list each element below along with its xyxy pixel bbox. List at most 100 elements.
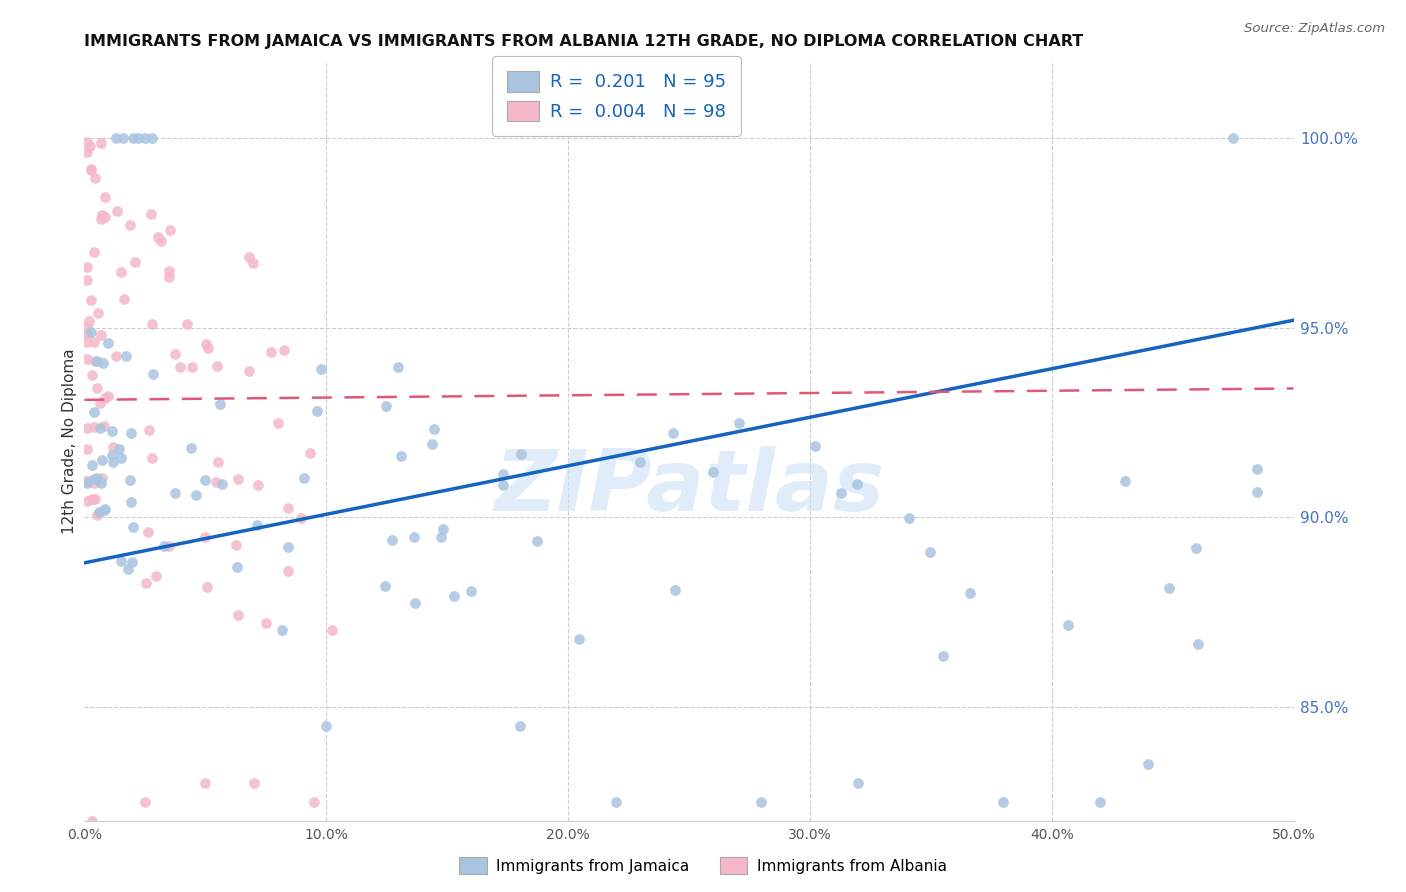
Point [194,530,217,544]
Point [1056,618,1078,632]
Point [86,306,108,320]
Point [94,502,117,516]
Point [1246,485,1268,500]
Point [305,404,328,418]
Point [430,530,453,544]
Point [79,138,101,153]
Point [315,719,337,733]
Point [526,534,548,549]
Point [80,814,103,828]
Point [91,453,114,467]
Point [492,467,515,481]
Point [211,477,233,491]
Point [169,359,191,374]
Point [271,624,294,638]
Legend: Immigrants from Jamaica, Immigrants from Albania: Immigrants from Jamaica, Immigrants from… [453,851,953,880]
Point [121,131,143,145]
Point [374,579,396,593]
Point [238,250,260,264]
Point [277,540,299,554]
Point [76,420,98,434]
Point [76,474,98,488]
Point [197,342,219,356]
Point [91,207,114,221]
Point [509,447,531,461]
Legend: R =  0.201   N = 95, R =  0.004   N = 98: R = 0.201 N = 95, R = 0.004 N = 98 [492,56,741,136]
Point [321,623,343,637]
Text: ZIPatlas: ZIPatlas [494,445,884,529]
Point [628,455,651,469]
Point [141,451,163,466]
Point [804,439,827,453]
Point [152,539,174,553]
Point [309,361,332,376]
Point [93,503,115,517]
Point [105,204,128,219]
Point [80,325,103,339]
Point [1114,474,1136,488]
Point [110,450,132,465]
Point [207,455,229,469]
Point [86,471,108,485]
Point [76,334,98,349]
Point [157,270,180,285]
Point [103,440,125,454]
Y-axis label: 12th Grade, No Diploma: 12th Grade, No Diploma [62,349,77,534]
Point [204,475,226,489]
Point [180,359,202,374]
Point [194,776,217,790]
Point [127,131,149,145]
Point [122,519,145,533]
Point [180,441,202,455]
Point [1184,541,1206,555]
Point [208,397,231,411]
Point [83,420,105,434]
Point [91,356,114,370]
Point [107,442,129,456]
Point [87,506,110,520]
Point [141,131,163,145]
Point [89,396,111,410]
Point [664,583,686,598]
Point [97,388,120,402]
Point [76,326,98,341]
Point [76,320,98,334]
Point [267,416,290,430]
Point [242,776,264,790]
Point [120,426,142,441]
Point [112,292,135,306]
Point [120,473,142,487]
Point [94,210,117,224]
Text: IMMIGRANTS FROM JAMAICA VS IMMIGRANTS FROM ALBANIA 12TH GRADE, NO DIPLOMA CORREL: IMMIGRANTS FROM JAMAICA VS IMMIGRANTS FR… [84,34,1084,49]
Point [104,131,127,145]
Point [117,562,139,576]
Point [146,229,169,244]
Point [605,795,627,809]
Point [83,354,105,368]
Point [101,424,124,438]
Point [389,449,412,463]
Point [118,218,141,232]
Point [94,190,117,204]
Point [420,437,443,451]
Point [226,608,249,623]
Point [920,545,942,559]
Point [83,245,105,260]
Point [76,474,98,488]
Point [302,795,325,809]
Point [80,293,103,307]
Point [1187,637,1209,651]
Point [120,495,142,509]
Text: Source: ZipAtlas.com: Source: ZipAtlas.com [1244,22,1385,36]
Point [84,491,107,506]
Point [423,422,446,436]
Point [492,477,515,491]
Point [141,317,163,331]
Point [165,346,187,360]
Point [141,207,163,221]
Point [381,533,404,547]
Point [101,448,124,462]
Point [90,475,112,490]
Point [86,508,108,523]
Point [79,162,101,177]
